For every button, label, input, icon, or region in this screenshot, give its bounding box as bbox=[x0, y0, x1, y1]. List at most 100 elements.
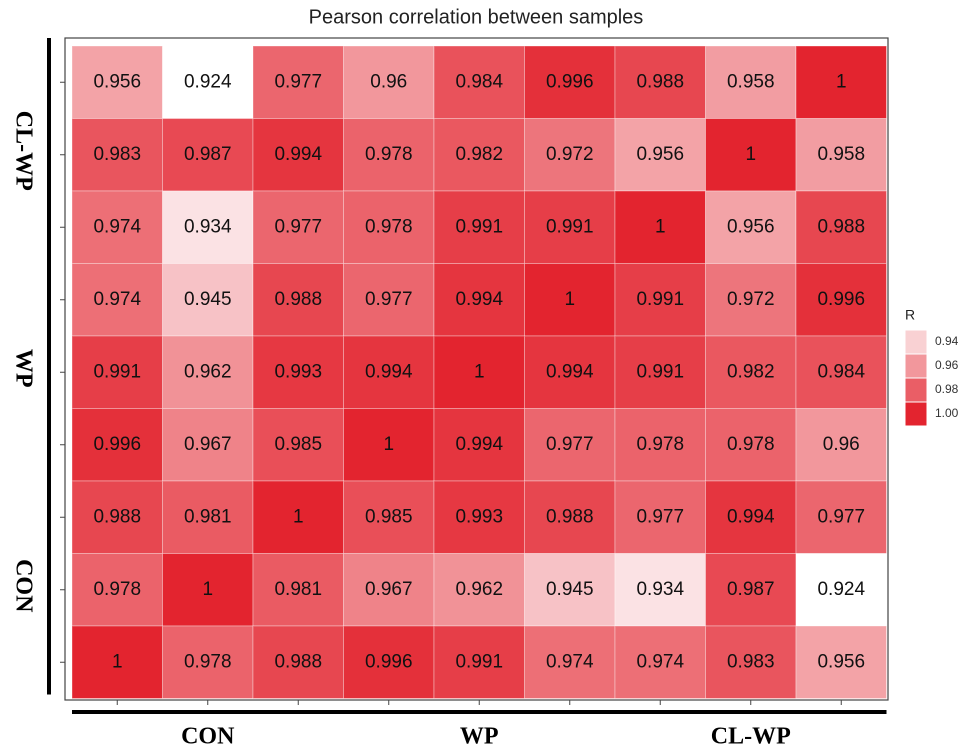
cell bbox=[433, 335, 525, 409]
legend-title: R bbox=[905, 307, 915, 323]
cell bbox=[162, 335, 254, 409]
cell-label: 0.978 bbox=[727, 434, 775, 455]
cell-label: 0.982 bbox=[727, 361, 775, 382]
cell bbox=[705, 263, 797, 337]
legend-swatch bbox=[904, 353, 928, 379]
cell bbox=[524, 408, 616, 482]
cell-label: 0.984 bbox=[455, 71, 503, 92]
cell-label: 0.993 bbox=[455, 506, 503, 527]
cell bbox=[795, 625, 887, 699]
cell bbox=[162, 45, 254, 119]
cell bbox=[71, 118, 163, 192]
cell-label: 0.978 bbox=[365, 216, 413, 237]
cell-label: 0.924 bbox=[184, 71, 232, 92]
cell-label: 1 bbox=[474, 361, 485, 382]
cell-label: 0.988 bbox=[636, 71, 684, 92]
cell-label: 0.996 bbox=[546, 71, 594, 92]
cell bbox=[705, 408, 797, 482]
cell-label: 0.956 bbox=[93, 71, 141, 92]
cell-label: 1 bbox=[564, 289, 575, 310]
cell bbox=[433, 553, 525, 627]
cell-label: 0.982 bbox=[455, 144, 503, 165]
cell-label: 0.988 bbox=[817, 216, 865, 237]
cell-label: 0.987 bbox=[727, 579, 775, 600]
cell bbox=[252, 118, 344, 192]
cell-label: 0.988 bbox=[546, 506, 594, 527]
cell-label: 0.972 bbox=[546, 144, 594, 165]
legend-label: 0.94 bbox=[935, 334, 959, 348]
cell-label: 0.978 bbox=[365, 144, 413, 165]
cell-label: 0.988 bbox=[274, 651, 322, 672]
cell-label: 1 bbox=[202, 579, 213, 600]
cell bbox=[795, 263, 887, 337]
cell-label: 0.934 bbox=[636, 579, 684, 600]
cell-label: 0.956 bbox=[636, 144, 684, 165]
x-group-label: WP bbox=[460, 724, 499, 750]
cell bbox=[524, 625, 616, 699]
cell bbox=[343, 335, 435, 409]
cell-label: 0.962 bbox=[455, 579, 503, 600]
cell-label: 0.987 bbox=[184, 144, 232, 165]
cell-label: 0.967 bbox=[184, 434, 232, 455]
x-group-label: CL-WP bbox=[711, 724, 791, 750]
cell bbox=[343, 480, 435, 554]
y-group-label: CON bbox=[10, 559, 36, 613]
cell-label: 0.996 bbox=[817, 289, 865, 310]
cell-label: 0.958 bbox=[817, 144, 865, 165]
cell-label: 0.967 bbox=[365, 579, 413, 600]
cell-label: 0.988 bbox=[93, 506, 141, 527]
cell bbox=[252, 335, 344, 409]
y-group-label: WP bbox=[10, 349, 36, 388]
cell bbox=[343, 553, 435, 627]
cell-label: 0.983 bbox=[93, 144, 141, 165]
cell-label: 0.983 bbox=[727, 651, 775, 672]
cell bbox=[343, 118, 435, 192]
cell bbox=[162, 190, 254, 264]
cell-label: 0.991 bbox=[455, 651, 503, 672]
cell-label: 0.977 bbox=[274, 71, 322, 92]
cell bbox=[614, 45, 706, 119]
cell bbox=[705, 625, 797, 699]
cell-label: 0.977 bbox=[546, 434, 594, 455]
legend-label: 0.96 bbox=[935, 358, 959, 372]
cell bbox=[343, 190, 435, 264]
cell bbox=[71, 625, 163, 699]
cell bbox=[71, 408, 163, 482]
cell-label: 0.994 bbox=[546, 361, 594, 382]
cell bbox=[795, 480, 887, 554]
cell-label: 0.96 bbox=[823, 434, 860, 455]
cell-label: 1 bbox=[655, 216, 666, 237]
legend-swatch bbox=[904, 401, 928, 427]
cell bbox=[524, 118, 616, 192]
cell-label: 0.945 bbox=[184, 289, 232, 310]
cell-label: 0.974 bbox=[636, 651, 684, 672]
cell-label: 0.978 bbox=[184, 651, 232, 672]
cell-label: 0.945 bbox=[546, 579, 594, 600]
legend-label: 1.00 bbox=[935, 406, 959, 420]
cell-label: 0.996 bbox=[93, 434, 141, 455]
cell-label: 0.96 bbox=[370, 71, 407, 92]
cell-label: 0.974 bbox=[93, 289, 141, 310]
cell bbox=[795, 190, 887, 264]
cell-label: 0.977 bbox=[365, 289, 413, 310]
cell bbox=[795, 118, 887, 192]
cell-label: 0.958 bbox=[727, 71, 775, 92]
cell-label: 0.962 bbox=[184, 361, 232, 382]
cell bbox=[71, 553, 163, 627]
cell-label: 0.991 bbox=[93, 361, 141, 382]
cell-label: 0.991 bbox=[546, 216, 594, 237]
cell-label: 0.977 bbox=[817, 506, 865, 527]
cell-label: 0.981 bbox=[274, 579, 322, 600]
cell bbox=[252, 480, 344, 554]
cell-label: 1 bbox=[745, 144, 756, 165]
cell-label: 0.956 bbox=[727, 216, 775, 237]
cell-label: 0.985 bbox=[274, 434, 322, 455]
cell bbox=[162, 118, 254, 192]
cell bbox=[162, 480, 254, 554]
cell bbox=[433, 190, 525, 264]
cell bbox=[252, 553, 344, 627]
cell-label: 0.994 bbox=[274, 144, 322, 165]
y-group-label: CL-WP bbox=[10, 111, 36, 191]
cell-label: 0.985 bbox=[365, 506, 413, 527]
